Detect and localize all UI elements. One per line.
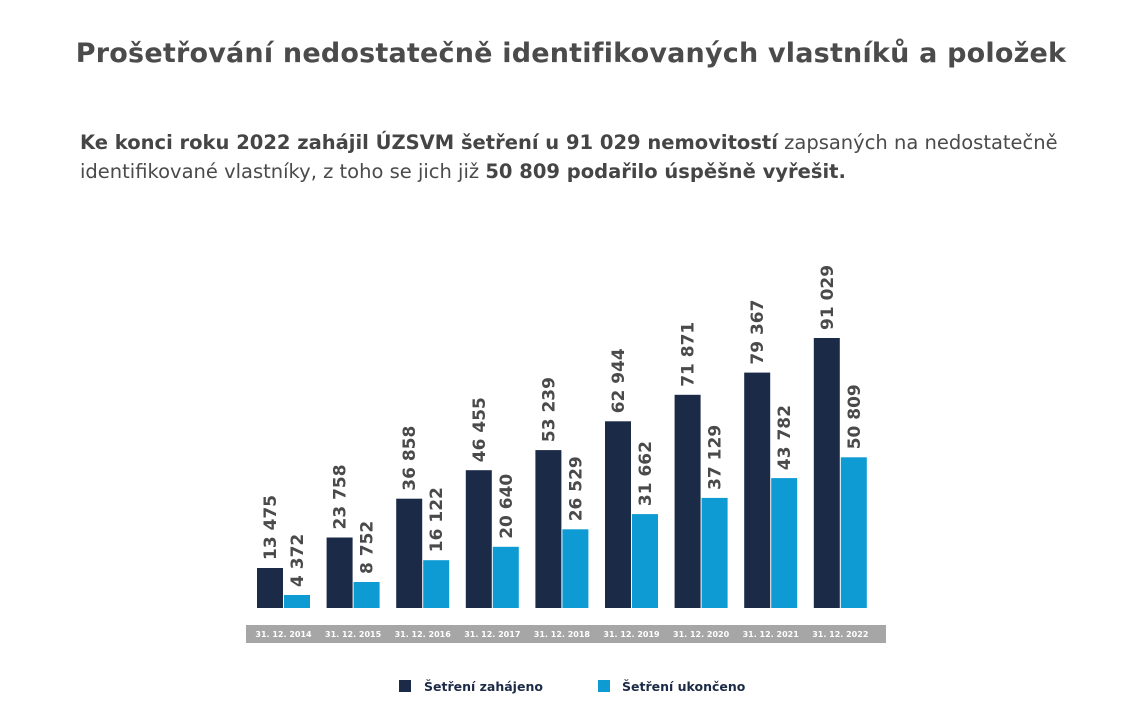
bar-started-5 bbox=[605, 421, 631, 608]
bar-started-8 bbox=[813, 338, 840, 608]
x-tick-label-3: 31. 12. 2017 bbox=[464, 630, 520, 639]
legend-label-started: Šetření zahájeno bbox=[424, 679, 543, 694]
value-label-started-7: 79 367 bbox=[748, 300, 768, 365]
bar-started-1 bbox=[326, 537, 353, 608]
value-label-finished-8: 50 809 bbox=[845, 384, 865, 449]
intro-paragraph: Ke konci roku 2022 zahájil ÚZSVM šetření… bbox=[80, 128, 1070, 186]
value-label-finished-2: 16 122 bbox=[427, 487, 447, 552]
x-tick-label-8: 31. 12. 2022 bbox=[812, 630, 868, 639]
bars-group: 13 475 4 372 23 758 8 752 36 858 16 122 46 455… bbox=[257, 265, 867, 608]
value-label-finished-5: 31 662 bbox=[636, 441, 656, 506]
intro-highlight-resolved: 50 809 podařilo úspěšně vyřešit. bbox=[485, 160, 846, 183]
page-title: Prošetřování nedostatečně identifikovaný… bbox=[75, 38, 1067, 69]
intro-text: zapsaných na nedostatečně identifikované… bbox=[80, 131, 1058, 183]
legend-swatch-started bbox=[399, 680, 411, 692]
bar-finished-2 bbox=[423, 560, 450, 608]
bar-finished-7 bbox=[771, 478, 798, 608]
value-label-finished-6: 37 129 bbox=[706, 425, 726, 490]
value-label-finished-0: 4 372 bbox=[288, 534, 308, 587]
category-axis-band bbox=[246, 625, 886, 643]
value-label-started-1: 23 758 bbox=[331, 464, 351, 529]
bar-started-3 bbox=[465, 470, 492, 608]
value-label-finished-3: 20 640 bbox=[497, 474, 517, 539]
x-tick-label-1: 31. 12. 2015 bbox=[325, 630, 382, 639]
value-label-finished-1: 8 752 bbox=[358, 521, 378, 574]
x-tick-label-6: 31. 12. 2020 bbox=[673, 630, 730, 639]
value-label-started-6: 71 871 bbox=[679, 322, 699, 387]
value-label-finished-7: 43 782 bbox=[775, 405, 795, 470]
value-label-started-2: 36 858 bbox=[400, 426, 420, 491]
legend: Šetření zahájeno Šetření ukončeno bbox=[399, 679, 746, 694]
value-label-started-8: 91 029 bbox=[818, 265, 838, 330]
bar-started-2 bbox=[396, 498, 423, 608]
bar-finished-4 bbox=[562, 529, 589, 608]
value-label-started-0: 13 475 bbox=[261, 495, 281, 560]
bar-finished-3 bbox=[492, 546, 519, 608]
intro-highlight-started: Ke konci roku 2022 zahájil ÚZSVM šetření… bbox=[80, 131, 778, 154]
bar-started-0 bbox=[257, 568, 283, 608]
value-label-started-4: 53 239 bbox=[539, 377, 559, 442]
bar-started-4 bbox=[535, 450, 562, 608]
x-tick-label-4: 31. 12. 2018 bbox=[534, 630, 591, 639]
x-tick-label-2: 31. 12. 2016 bbox=[395, 630, 452, 639]
bar-finished-0 bbox=[284, 595, 310, 608]
value-label-started-3: 46 455 bbox=[470, 397, 490, 462]
value-label-finished-4: 26 529 bbox=[566, 456, 586, 521]
x-tick-label-0: 31. 12. 2014 bbox=[255, 630, 312, 639]
bar-finished-5 bbox=[632, 514, 658, 608]
legend-label-finished: Šetření ukončeno bbox=[622, 679, 746, 694]
bar-started-6 bbox=[674, 394, 701, 608]
category-tick-labels: 31. 12. 2014 31. 12. 2015 31. 12. 2016 31. … bbox=[255, 630, 868, 639]
bar-started-7 bbox=[744, 372, 771, 608]
x-tick-label-5: 31. 12. 2019 bbox=[603, 630, 660, 639]
bar-finished-1 bbox=[353, 582, 380, 608]
legend-swatch-finished bbox=[598, 680, 610, 692]
value-label-started-5: 62 944 bbox=[609, 348, 629, 413]
x-tick-label-7: 31. 12. 2021 bbox=[743, 630, 800, 639]
bar-finished-6 bbox=[701, 497, 728, 608]
bar-finished-8 bbox=[840, 457, 867, 608]
